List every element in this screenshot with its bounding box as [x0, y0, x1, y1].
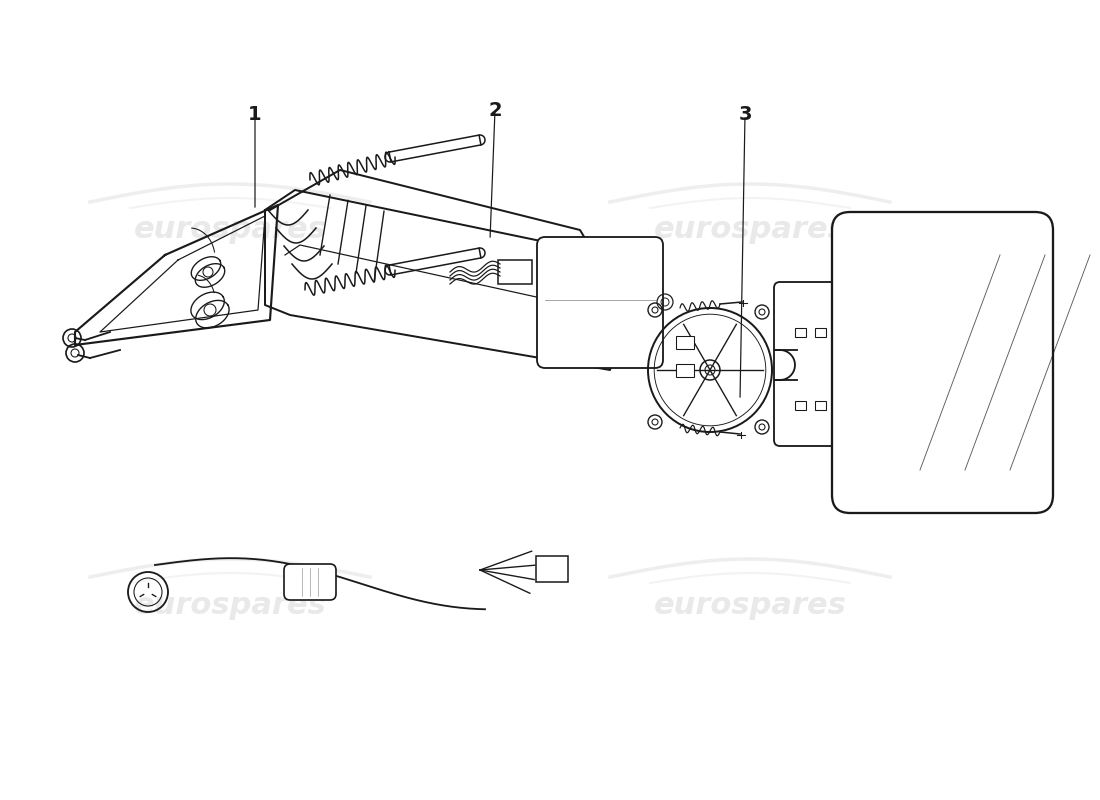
- Text: 2: 2: [488, 101, 502, 119]
- FancyBboxPatch shape: [284, 564, 336, 600]
- Text: 1: 1: [249, 106, 262, 125]
- FancyBboxPatch shape: [814, 401, 825, 410]
- Text: eurospares: eurospares: [133, 590, 327, 619]
- Text: eurospares: eurospares: [653, 590, 846, 619]
- FancyBboxPatch shape: [774, 282, 846, 446]
- Text: eurospares: eurospares: [133, 215, 327, 245]
- FancyBboxPatch shape: [676, 364, 694, 377]
- FancyBboxPatch shape: [794, 401, 805, 410]
- Text: eurospares: eurospares: [653, 215, 846, 245]
- FancyBboxPatch shape: [498, 260, 532, 284]
- FancyBboxPatch shape: [676, 336, 694, 349]
- FancyBboxPatch shape: [814, 327, 825, 337]
- FancyBboxPatch shape: [536, 556, 568, 582]
- FancyBboxPatch shape: [537, 237, 663, 368]
- Text: 3: 3: [738, 106, 751, 125]
- FancyBboxPatch shape: [794, 327, 805, 337]
- FancyBboxPatch shape: [832, 212, 1053, 513]
